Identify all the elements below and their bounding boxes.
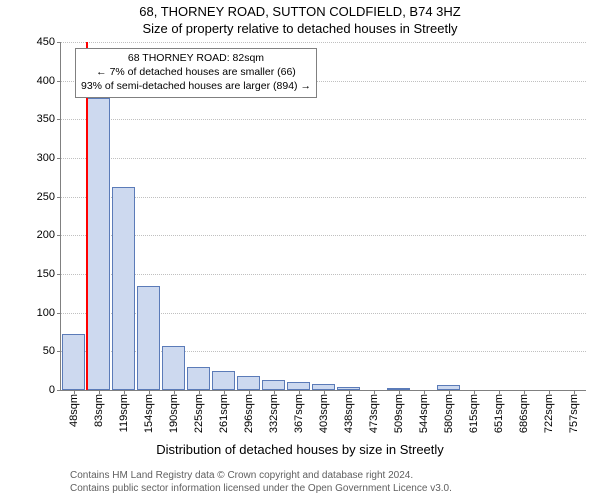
- bar: [87, 98, 110, 390]
- x-tick-label: 438sqm: [343, 390, 355, 433]
- x-tick-label: 757sqm: [568, 390, 580, 433]
- gridline: [61, 119, 586, 120]
- y-tick-label: 200: [37, 229, 61, 241]
- y-tick-label: 50: [43, 345, 61, 357]
- bar: [112, 187, 135, 390]
- bar: [187, 367, 210, 390]
- y-tick-label: 0: [49, 384, 61, 396]
- x-tick-label: 722sqm: [543, 390, 555, 433]
- annotation-line: 68 THORNEY ROAD: 82sqm: [81, 51, 311, 65]
- gridline: [61, 42, 586, 43]
- y-tick-label: 300: [37, 152, 61, 164]
- x-tick-label: 686sqm: [518, 390, 530, 433]
- y-tick-label: 100: [37, 307, 61, 319]
- x-tick-label: 190sqm: [168, 390, 180, 433]
- x-tick-label: 48sqm: [68, 390, 80, 427]
- x-tick-label: 154sqm: [143, 390, 155, 433]
- x-axis-label: Distribution of detached houses by size …: [0, 442, 600, 457]
- annotation-line: 93% of semi-detached houses are larger (…: [81, 79, 311, 93]
- x-tick-label: 615sqm: [468, 390, 480, 433]
- gridline: [61, 235, 586, 236]
- x-tick-label: 367sqm: [293, 390, 305, 433]
- x-tick-label: 119sqm: [118, 390, 130, 432]
- footer-attribution: Contains HM Land Registry data © Crown c…: [70, 470, 452, 495]
- x-tick-label: 403sqm: [318, 390, 330, 433]
- x-tick-label: 296sqm: [243, 390, 255, 433]
- x-tick-label: 83sqm: [93, 390, 105, 427]
- footer-line-2: Contains public sector information licen…: [70, 483, 452, 496]
- bar: [62, 334, 85, 390]
- chart-title: 68, THORNEY ROAD, SUTTON COLDFIELD, B74 …: [0, 4, 600, 19]
- gridline: [61, 197, 586, 198]
- annotation-line: ← 7% of detached houses are smaller (66): [81, 65, 311, 79]
- x-tick-label: 261sqm: [218, 390, 230, 433]
- x-tick-label: 580sqm: [443, 390, 455, 433]
- bar: [287, 382, 310, 390]
- bar: [262, 380, 285, 390]
- plot-area: 05010015020025030035040045048sqm83sqm119…: [60, 42, 586, 391]
- y-tick-label: 150: [37, 268, 61, 280]
- bar: [162, 346, 185, 390]
- y-tick-label: 250: [37, 191, 61, 203]
- x-tick-label: 544sqm: [418, 390, 430, 433]
- bar: [137, 286, 160, 390]
- gridline: [61, 158, 586, 159]
- bar: [237, 376, 260, 390]
- gridline: [61, 274, 586, 275]
- x-tick-label: 651sqm: [493, 390, 505, 433]
- x-tick-label: 225sqm: [193, 390, 205, 433]
- footer-line-1: Contains HM Land Registry data © Crown c…: [70, 470, 452, 483]
- annotation-box: 68 THORNEY ROAD: 82sqm← 7% of detached h…: [75, 48, 317, 98]
- x-tick-label: 509sqm: [393, 390, 405, 433]
- y-tick-label: 400: [37, 75, 61, 87]
- y-tick-label: 450: [37, 36, 61, 48]
- bar: [212, 371, 235, 390]
- chart-subtitle: Size of property relative to detached ho…: [0, 21, 600, 36]
- y-tick-label: 350: [37, 113, 61, 125]
- x-tick-label: 332sqm: [268, 390, 280, 433]
- x-tick-label: 473sqm: [368, 390, 380, 433]
